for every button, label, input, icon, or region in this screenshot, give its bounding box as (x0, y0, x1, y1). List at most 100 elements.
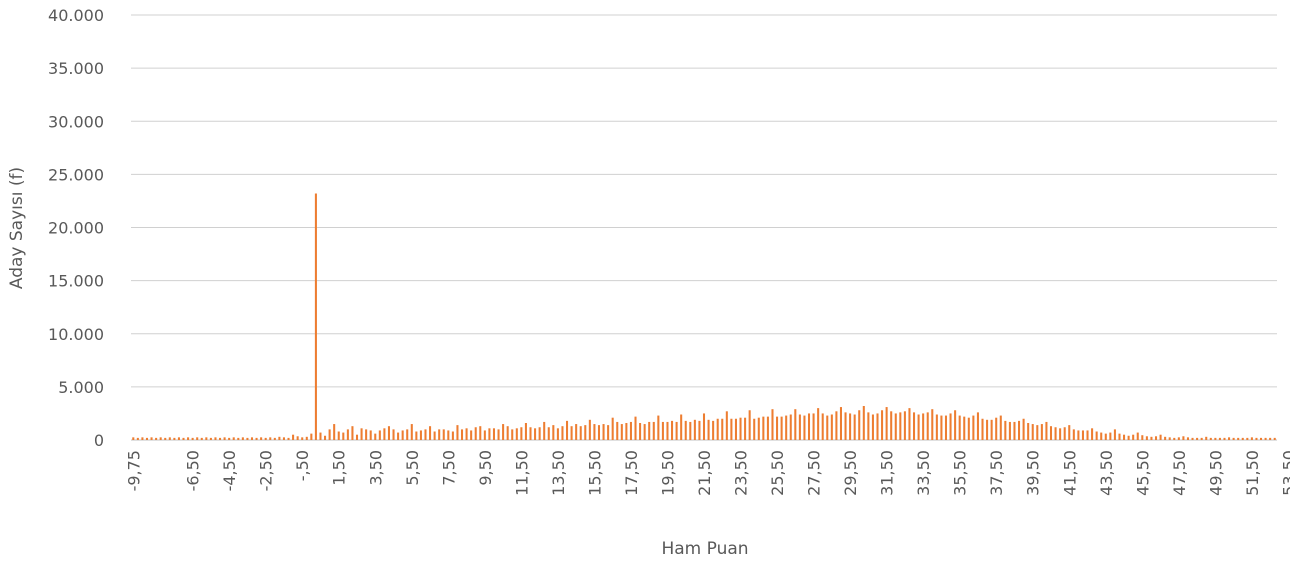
y-axis-ticks: 0 5.000 10.000 15.000 20.000 25.000 30.000 35.0… (48, 6, 104, 450)
bar (821, 413, 824, 440)
bar (1205, 436, 1208, 440)
bar (515, 428, 518, 440)
bar (1259, 437, 1263, 440)
bar (1150, 436, 1153, 440)
bar (894, 413, 897, 440)
bar (365, 429, 368, 440)
bar (675, 421, 678, 440)
bar (209, 437, 212, 440)
bar (1100, 432, 1103, 440)
bar (657, 415, 660, 440)
bar (451, 431, 454, 440)
x-axis-ticks: -9,75 -6,50 -4,50 -2,50 -,50 1,50 3,50 5,50 7,50… (124, 450, 1290, 496)
x-tick-label: -,50 (293, 450, 312, 481)
bar (378, 430, 381, 440)
bar (150, 437, 153, 440)
bar (1081, 430, 1084, 440)
bar (1018, 420, 1021, 440)
bar (1141, 435, 1144, 440)
bar (922, 413, 925, 440)
bar (652, 421, 655, 440)
bar (579, 426, 582, 440)
bar (1177, 437, 1180, 440)
bar (538, 427, 541, 440)
x-tick-label: 11,50 (512, 450, 531, 496)
bar (881, 410, 884, 440)
bar (671, 420, 674, 440)
bar (1077, 430, 1080, 440)
bar (995, 417, 998, 440)
bar (890, 411, 893, 440)
x-tick-label: 27,50 (805, 450, 824, 496)
bar (479, 426, 482, 440)
bar (867, 412, 870, 440)
bar (173, 437, 176, 440)
bar (967, 417, 970, 440)
bar (812, 413, 815, 440)
x-tick-label: 29,50 (841, 450, 860, 496)
bar (374, 433, 377, 440)
bar (497, 429, 500, 440)
bar (314, 193, 317, 440)
bar (292, 434, 295, 440)
bar (506, 426, 509, 440)
bar (1255, 437, 1258, 440)
bar (1127, 435, 1130, 440)
bar (976, 412, 979, 440)
bar (1063, 427, 1066, 440)
bar (597, 425, 601, 440)
bar (1182, 436, 1185, 440)
bar (196, 437, 199, 440)
bars (132, 193, 1276, 440)
bar (648, 421, 651, 440)
bar (748, 410, 751, 440)
bar (830, 414, 833, 440)
bar (716, 418, 719, 440)
bar (355, 434, 359, 440)
bar (282, 437, 285, 440)
bar (899, 412, 902, 440)
bar (1054, 427, 1057, 440)
x-tick-label: 51,50 (1243, 450, 1262, 496)
bar (620, 424, 623, 440)
bar (931, 409, 934, 440)
bar (191, 437, 194, 440)
bar (438, 429, 441, 440)
bar (1214, 437, 1217, 440)
bar (794, 409, 797, 440)
bar (241, 437, 244, 440)
y-tick-label: 10.000 (48, 325, 104, 344)
bar (639, 423, 642, 440)
bar (1273, 437, 1276, 440)
bar (1232, 437, 1235, 440)
bar (474, 427, 477, 440)
bar (1164, 436, 1167, 440)
x-tick-label: 35,50 (951, 450, 970, 496)
bar (246, 437, 249, 440)
bar (803, 415, 806, 440)
bar (844, 412, 847, 440)
x-tick-label: 23,50 (732, 450, 751, 496)
bar (333, 424, 336, 440)
bar (1269, 437, 1272, 440)
bar (369, 430, 372, 440)
bar (547, 427, 550, 440)
x-tick-label: 33,50 (914, 450, 933, 496)
bar (990, 419, 993, 440)
bar (561, 426, 564, 440)
bar (707, 419, 710, 440)
bar (520, 427, 523, 440)
bar (488, 428, 491, 440)
bar (1004, 420, 1007, 440)
bar (342, 432, 345, 440)
bar (524, 423, 527, 440)
bar (182, 437, 185, 440)
bar (1191, 437, 1194, 440)
bar (1045, 421, 1048, 440)
bar (552, 425, 555, 440)
bar (360, 428, 363, 440)
bar (250, 437, 254, 440)
x-tick-label: 9,50 (476, 450, 495, 486)
bar (310, 433, 313, 440)
bar (1173, 437, 1176, 440)
